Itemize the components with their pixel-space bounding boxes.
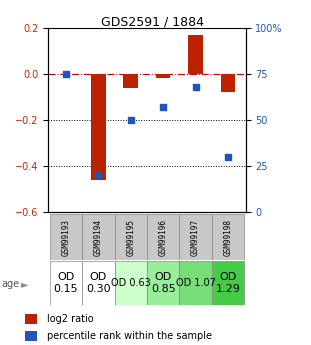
Bar	[114, 261, 147, 305]
Text: ►: ►	[21, 279, 29, 289]
Bar	[91, 74, 106, 180]
Point	[193, 84, 198, 89]
Bar	[147, 214, 179, 260]
Text: age: age	[2, 279, 20, 289]
Bar	[212, 214, 244, 260]
Point	[63, 71, 68, 77]
Point	[128, 117, 133, 122]
Text: log2 ratio: log2 ratio	[47, 314, 93, 324]
Bar	[114, 214, 147, 260]
Text: percentile rank within the sample: percentile rank within the sample	[47, 331, 212, 341]
Text: OD 0.63: OD 0.63	[111, 278, 151, 288]
Bar	[147, 261, 179, 305]
Bar	[50, 261, 82, 305]
Point	[96, 172, 101, 178]
Bar	[50, 214, 82, 260]
Bar	[25, 331, 37, 341]
Bar	[82, 261, 114, 305]
Text: GSM99194: GSM99194	[94, 219, 103, 256]
Bar	[179, 214, 212, 260]
Text: GSM99193: GSM99193	[62, 219, 71, 256]
Text: OD
1.29: OD 1.29	[216, 273, 240, 294]
Text: GSM99196: GSM99196	[159, 219, 168, 256]
Point	[225, 154, 230, 159]
Bar	[82, 214, 114, 260]
Bar	[25, 314, 37, 324]
Text: OD 1.07: OD 1.07	[176, 278, 216, 288]
Text: GSM99198: GSM99198	[223, 219, 232, 256]
Text: GDS2591 / 1884: GDS2591 / 1884	[101, 16, 204, 29]
Text: OD
0.15: OD 0.15	[54, 273, 78, 294]
Text: GSM99197: GSM99197	[191, 219, 200, 256]
Point	[161, 104, 166, 110]
Bar	[212, 261, 244, 305]
Bar	[188, 34, 203, 74]
Bar	[179, 261, 212, 305]
Text: GSM99195: GSM99195	[126, 219, 135, 256]
Text: OD
0.85: OD 0.85	[151, 273, 175, 294]
Bar	[123, 74, 138, 88]
Text: OD
0.30: OD 0.30	[86, 273, 111, 294]
Bar	[156, 74, 170, 78]
Bar	[220, 74, 235, 92]
